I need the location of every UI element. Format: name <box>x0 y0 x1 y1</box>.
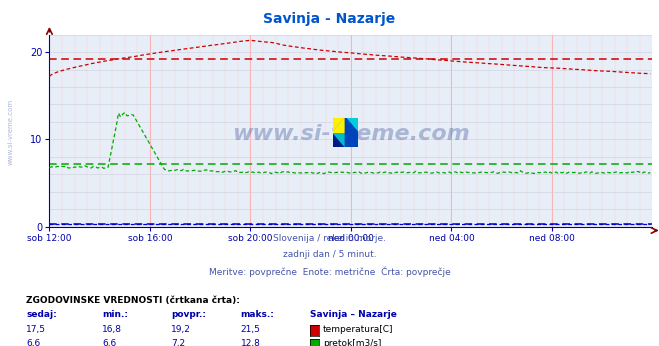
Text: Savinja – Nazarje: Savinja – Nazarje <box>310 310 397 319</box>
Text: pretok[m3/s]: pretok[m3/s] <box>323 339 382 346</box>
Text: www.si-vreme.com: www.si-vreme.com <box>232 125 470 145</box>
Text: 17,5: 17,5 <box>26 325 46 334</box>
Text: zadnji dan / 5 minut.: zadnji dan / 5 minut. <box>283 250 376 259</box>
Text: Slovenija / reke in morje.: Slovenija / reke in morje. <box>273 234 386 243</box>
Text: min.:: min.: <box>102 310 128 319</box>
Text: ZGODOVINSKE VREDNOSTI (črtkana črta):: ZGODOVINSKE VREDNOSTI (črtkana črta): <box>26 296 241 305</box>
Text: 12,8: 12,8 <box>241 339 260 346</box>
Polygon shape <box>345 118 358 133</box>
Text: sedaj:: sedaj: <box>26 310 57 319</box>
Text: 6,6: 6,6 <box>102 339 117 346</box>
Text: 16,8: 16,8 <box>102 325 122 334</box>
Text: 21,5: 21,5 <box>241 325 260 334</box>
Polygon shape <box>333 118 345 133</box>
Polygon shape <box>333 118 358 147</box>
Text: maks.:: maks.: <box>241 310 274 319</box>
Text: Savinja - Nazarje: Savinja - Nazarje <box>264 12 395 26</box>
Polygon shape <box>345 118 358 147</box>
Text: 19,2: 19,2 <box>171 325 191 334</box>
Polygon shape <box>338 124 353 141</box>
Text: 6,6: 6,6 <box>26 339 41 346</box>
Text: povpr.:: povpr.: <box>171 310 206 319</box>
Text: 7,2: 7,2 <box>171 339 185 346</box>
Text: Meritve: povprečne  Enote: metrične  Črta: povprečje: Meritve: povprečne Enote: metrične Črta:… <box>209 267 450 277</box>
Text: temperatura[C]: temperatura[C] <box>323 325 393 334</box>
Polygon shape <box>333 118 345 133</box>
Text: www.si-vreme.com: www.si-vreme.com <box>8 98 14 165</box>
Polygon shape <box>333 118 358 147</box>
